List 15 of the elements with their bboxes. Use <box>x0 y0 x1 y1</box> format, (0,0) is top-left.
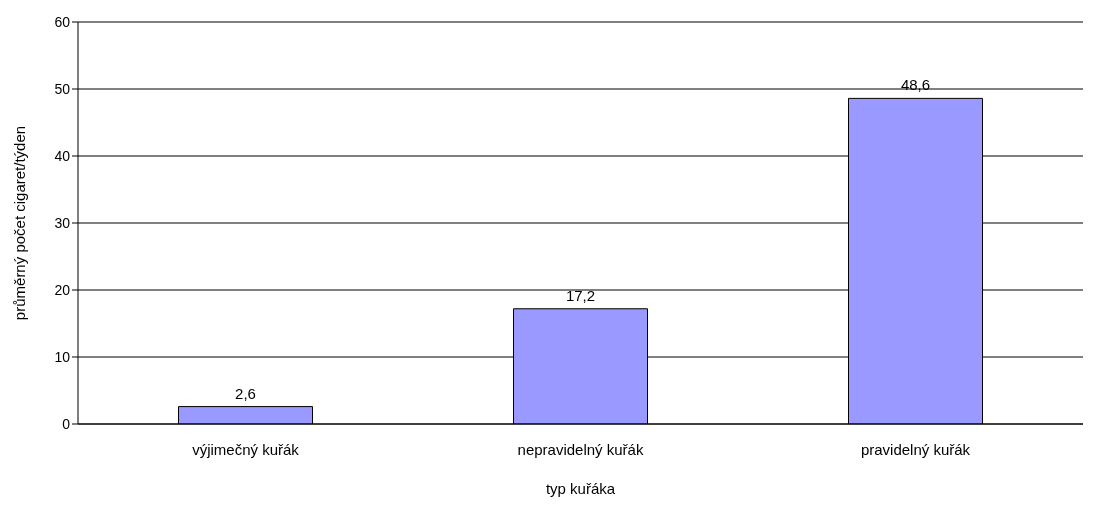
y-tick-label: 0 <box>62 415 71 432</box>
x-tick-label: pravidelný kuřák <box>860 440 971 458</box>
y-tick-label: 50 <box>54 80 71 97</box>
data-label: 48,6 <box>900 76 931 94</box>
x-axis-title: typ kuřáka <box>545 480 616 497</box>
data-label: 17,2 <box>565 286 596 304</box>
x-tick-label: nepravidelný kuřák <box>517 440 644 458</box>
y-tick-label: 60 <box>54 13 71 30</box>
y-tick-label: 10 <box>54 348 71 365</box>
y-tick-label: 40 <box>54 147 71 164</box>
y-tick-label: 20 <box>54 281 71 298</box>
x-tick-label: výjimečný kuřák <box>192 440 300 458</box>
y-tick-label: 30 <box>54 214 71 231</box>
data-label: 2,6 <box>235 384 256 402</box>
y-axis-title: průměrný počet cigaret/týden <box>11 125 29 321</box>
